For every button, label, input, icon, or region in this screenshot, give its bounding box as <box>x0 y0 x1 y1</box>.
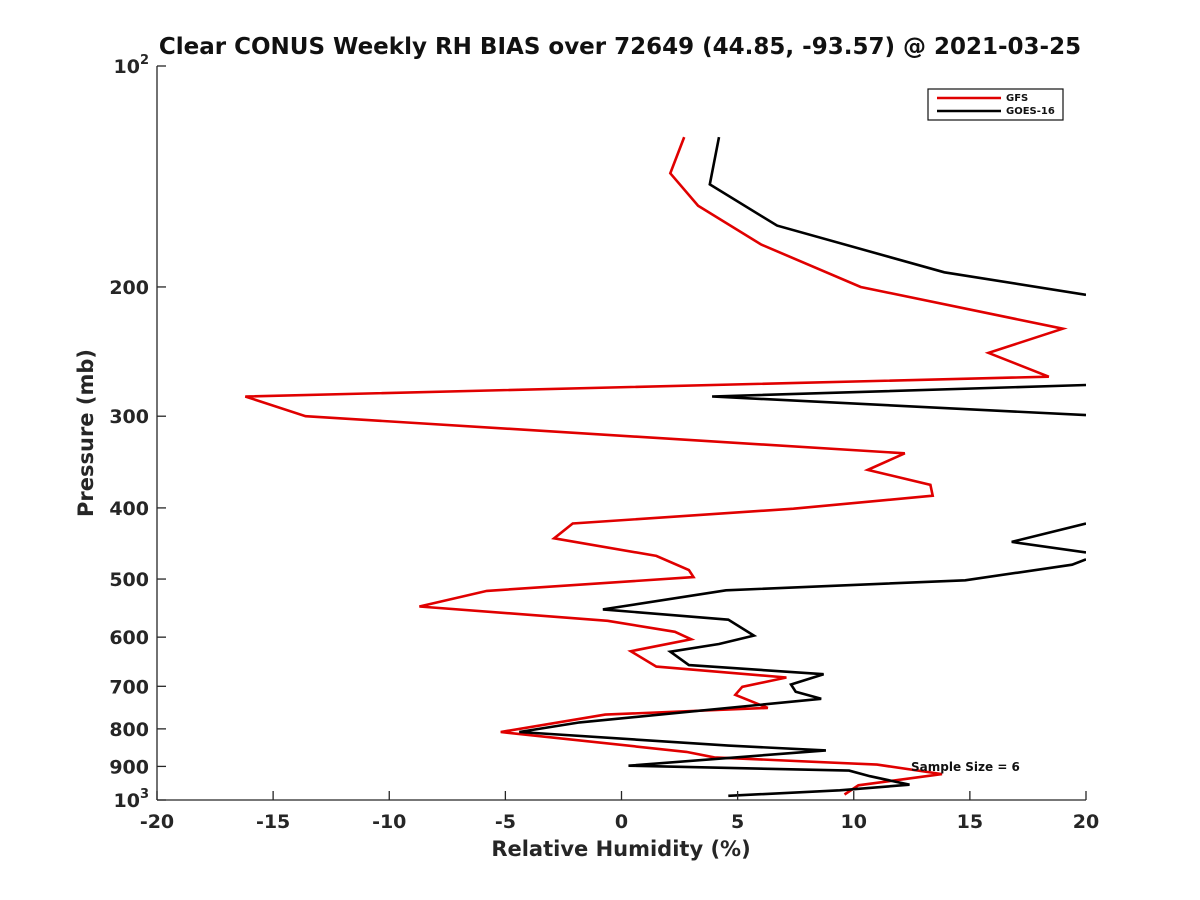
x-tick-label: -15 <box>256 811 290 833</box>
chart-title: Clear CONUS Weekly RH BIAS over 72649 (4… <box>159 34 1081 60</box>
y-tick-label: 400 <box>109 498 149 520</box>
y-tick-label: 700 <box>109 676 149 698</box>
x-tick-label: 0 <box>615 811 628 833</box>
y-tick-base: 10 <box>114 790 140 812</box>
y-tick-base: 900 <box>109 756 149 778</box>
y-tick-label: 102 <box>114 53 150 78</box>
x-tick-label: -20 <box>140 811 174 833</box>
legend-entry-gfs: GFS <box>1006 93 1028 104</box>
y-tick-label: 500 <box>109 569 149 591</box>
x-tick-label: -5 <box>495 811 516 833</box>
x-tick-label: -10 <box>372 811 406 833</box>
y-axis-label: Pressure (mb) <box>74 349 98 517</box>
y-tick-base: 200 <box>109 277 149 299</box>
series-line-goes16 <box>519 136 1086 798</box>
x-axis-label: Relative Humidity (%) <box>491 837 750 861</box>
y-tick-base: 800 <box>109 719 149 741</box>
y-tick-label: 300 <box>109 406 149 428</box>
plot-area: -20 -15 -10 -5 0 5 10 15 20 10220030040050060070… <box>109 53 1099 833</box>
y-tick-base: 500 <box>109 569 149 591</box>
legend-box <box>927 88 1064 121</box>
legend-entry-goes16: GOES-16 <box>1006 106 1055 117</box>
y-tick-label: 900 <box>109 756 149 778</box>
y-tick-base: 10 <box>114 56 140 78</box>
y-tick-exponent: 3 <box>140 787 149 802</box>
legend: GFS GOES-16 <box>927 88 1064 121</box>
x-tick-label: 15 <box>957 811 983 833</box>
x-ticks: -20 -15 -10 -5 0 5 10 15 20 <box>140 791 1099 833</box>
x-tick-label: 10 <box>841 811 867 833</box>
y-tick-label: 600 <box>109 627 149 649</box>
y-tick-label: 800 <box>109 719 149 741</box>
series-line-gfs <box>244 136 1068 796</box>
y-tick-base: 700 <box>109 676 149 698</box>
x-tick-label: 5 <box>731 811 744 833</box>
x-tick-label: 20 <box>1073 811 1099 833</box>
y-tick-base: 400 <box>109 498 149 520</box>
y-tick-base: 600 <box>109 627 149 649</box>
y-tick-base: 300 <box>109 406 149 428</box>
y-tick-label: 103 <box>114 787 150 812</box>
series-layer <box>244 136 1086 798</box>
y-tick-label: 200 <box>109 277 149 299</box>
y-tick-exponent: 2 <box>140 53 149 68</box>
sample-size-annotation: Sample Size = 6 <box>911 760 1020 774</box>
